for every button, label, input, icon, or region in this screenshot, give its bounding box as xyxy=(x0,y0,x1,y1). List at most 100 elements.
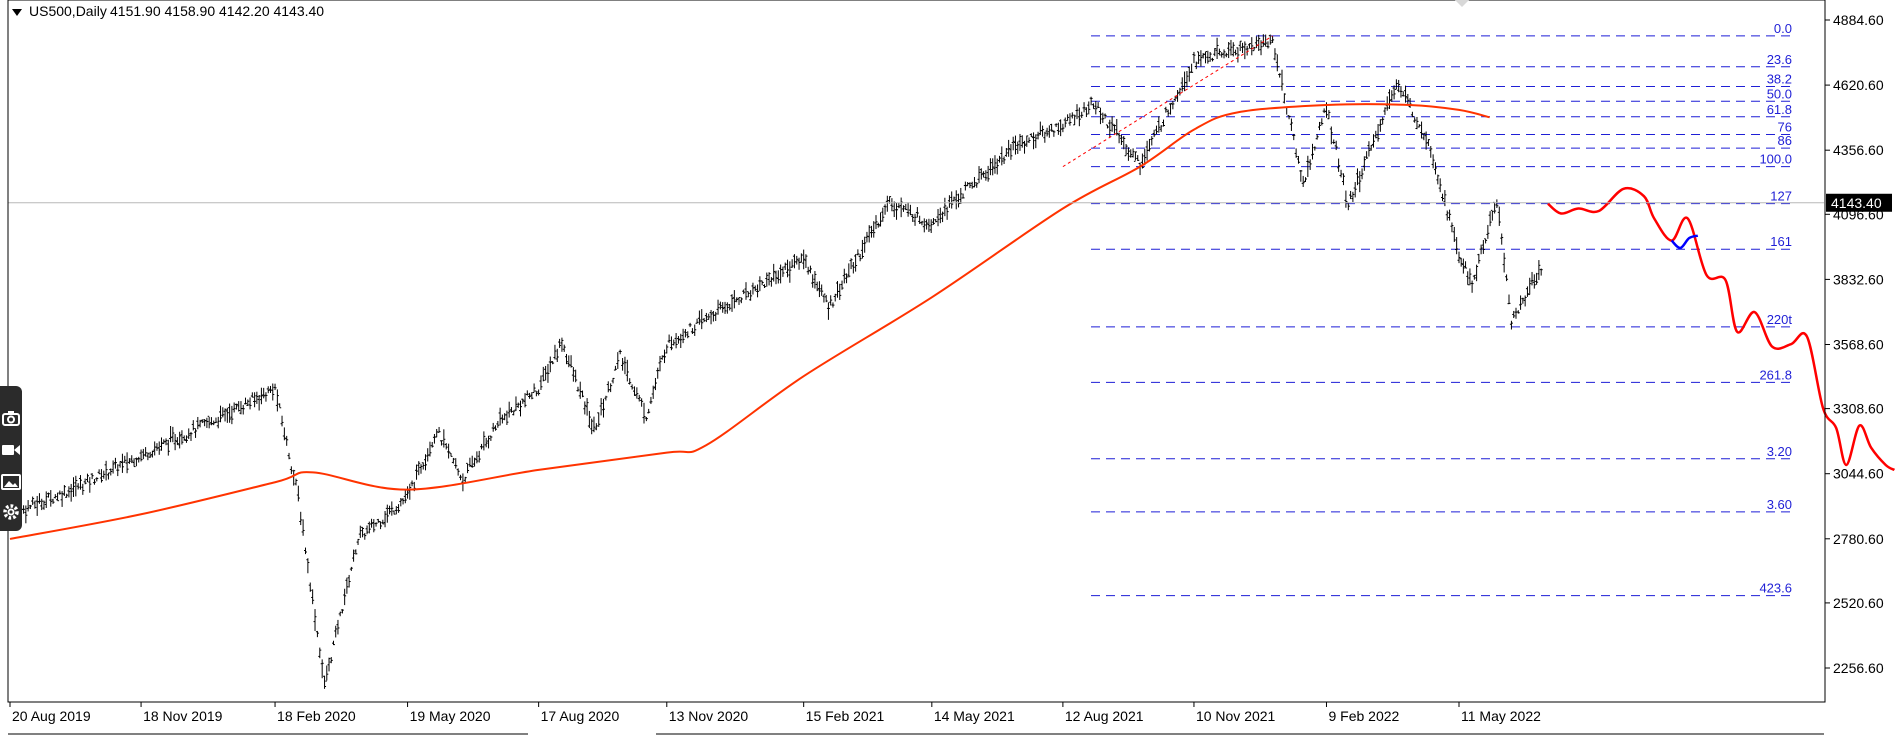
ohlc-bar xyxy=(514,396,518,411)
ohlc-bar xyxy=(562,344,566,352)
moving-average-line[interactable] xyxy=(9,103,1490,540)
ohlc-bar xyxy=(1077,107,1081,127)
ohlc-bar xyxy=(74,475,78,497)
ohlc-bar xyxy=(315,630,319,638)
ohlc-bar xyxy=(1169,102,1173,115)
camera-button[interactable] xyxy=(0,404,22,432)
ohlc-bar xyxy=(890,198,894,212)
ohlc-bar xyxy=(255,391,259,404)
ohlc-bar xyxy=(950,191,954,209)
projection-path-red[interactable] xyxy=(1547,186,1896,472)
ohlc-bar xyxy=(611,377,615,384)
ohlc-bar xyxy=(104,460,108,481)
ohlc-bar xyxy=(372,519,376,533)
ohlc-bar xyxy=(1450,222,1454,233)
y-tick-label: 4356.60 xyxy=(1833,142,1884,158)
ohlc-bar xyxy=(1490,209,1494,221)
x-tick-label: 17 Aug 2020 xyxy=(541,708,620,724)
ohlc-bar xyxy=(534,390,538,397)
ohlc-bar xyxy=(795,255,799,265)
ohlc-bar xyxy=(640,398,644,407)
ohlc-bar xyxy=(498,407,502,426)
ohlc-bar xyxy=(399,498,403,507)
ohlc-bar xyxy=(246,399,250,407)
ohlc-bar xyxy=(83,478,87,485)
projection-path-blue[interactable] xyxy=(1670,234,1699,250)
ohlc-bar xyxy=(390,501,394,516)
ohlc-bar xyxy=(1206,50,1210,64)
ohlc-bar xyxy=(597,412,601,427)
ohlc-bar xyxy=(1112,124,1116,134)
image-button[interactable] xyxy=(0,468,22,496)
ohlc-bar xyxy=(169,425,173,443)
ohlc-bar xyxy=(723,301,727,314)
ohlc-bar xyxy=(1443,190,1447,207)
ohlc-bar xyxy=(437,426,441,433)
ohlc-bar xyxy=(374,522,378,527)
x-tick-label: 11 May 2022 xyxy=(1461,708,1541,724)
ohlc-bar xyxy=(496,420,500,428)
ohlc-bar xyxy=(1152,129,1156,138)
ohlc-bar xyxy=(150,450,154,458)
ohlc-bar xyxy=(700,309,704,330)
ohlc-bar xyxy=(1301,175,1305,187)
ohlc-bar xyxy=(323,675,327,689)
ohlc-bar xyxy=(1392,85,1396,100)
ohlc-bar xyxy=(1441,193,1445,202)
ohlc-bar xyxy=(769,277,773,287)
ohlc-bar xyxy=(51,498,55,504)
ohlc-bar xyxy=(811,274,815,288)
ohlc-bar xyxy=(1332,139,1336,145)
ohlc-bar xyxy=(237,401,241,412)
ohlc-bar xyxy=(1410,111,1414,118)
ohlc-bar xyxy=(1136,155,1140,162)
ohlc-bar xyxy=(334,625,338,638)
settings-button[interactable] xyxy=(0,498,22,526)
ohlc-bar xyxy=(742,289,746,295)
ohlc-bar xyxy=(1229,39,1233,56)
x-tick-label: 19 May 2020 xyxy=(410,708,491,724)
scroll-marker-icon[interactable] xyxy=(1455,0,1469,7)
video-button[interactable] xyxy=(0,436,22,464)
ohlc-bar xyxy=(85,473,89,483)
ohlc-bar xyxy=(280,415,284,427)
ohlc-bar xyxy=(1313,146,1317,151)
ohlc-bar xyxy=(1523,295,1527,307)
ohlc-bar xyxy=(1236,47,1240,63)
ohlc-bar xyxy=(704,312,708,323)
trend-line[interactable] xyxy=(1062,35,1273,168)
ohlc-bar xyxy=(695,318,699,324)
ohlc-bar xyxy=(194,428,198,438)
ohlc-bar xyxy=(592,416,596,433)
ohlc-bar xyxy=(879,212,883,227)
ohlc-bar xyxy=(171,426,175,443)
ohlc-bar xyxy=(1404,85,1408,103)
chevron-down-icon[interactable] xyxy=(12,9,22,16)
ohlc-bar xyxy=(957,193,961,208)
ohlc-bar xyxy=(936,209,940,227)
ohlc-bar xyxy=(539,375,543,390)
ohlc-bar xyxy=(33,500,37,509)
ohlc-bar xyxy=(361,526,365,538)
ohlc-bar xyxy=(449,452,453,457)
ohlc-bar xyxy=(993,155,997,174)
ohlc-bar xyxy=(1455,237,1459,255)
y-tick-label: 3044.60 xyxy=(1833,466,1884,482)
ohlc-bar xyxy=(306,558,310,574)
ohlc-bar xyxy=(642,402,646,424)
ohlc-bar xyxy=(1317,121,1321,131)
ohlc-bar xyxy=(1050,123,1054,132)
ohlc-bar xyxy=(991,158,995,176)
ohlc-bar xyxy=(118,461,122,468)
ohlc-bar xyxy=(456,468,460,476)
ohlc-bar xyxy=(1351,191,1355,202)
ohlc-bar xyxy=(285,435,289,446)
ohlc-bar xyxy=(162,439,166,445)
ohlc-bar xyxy=(651,385,655,399)
ohlc-bar xyxy=(379,521,383,530)
ohlc-bar xyxy=(1197,51,1201,64)
ohlc-bar xyxy=(262,387,266,399)
ohlc-bar xyxy=(99,469,103,483)
